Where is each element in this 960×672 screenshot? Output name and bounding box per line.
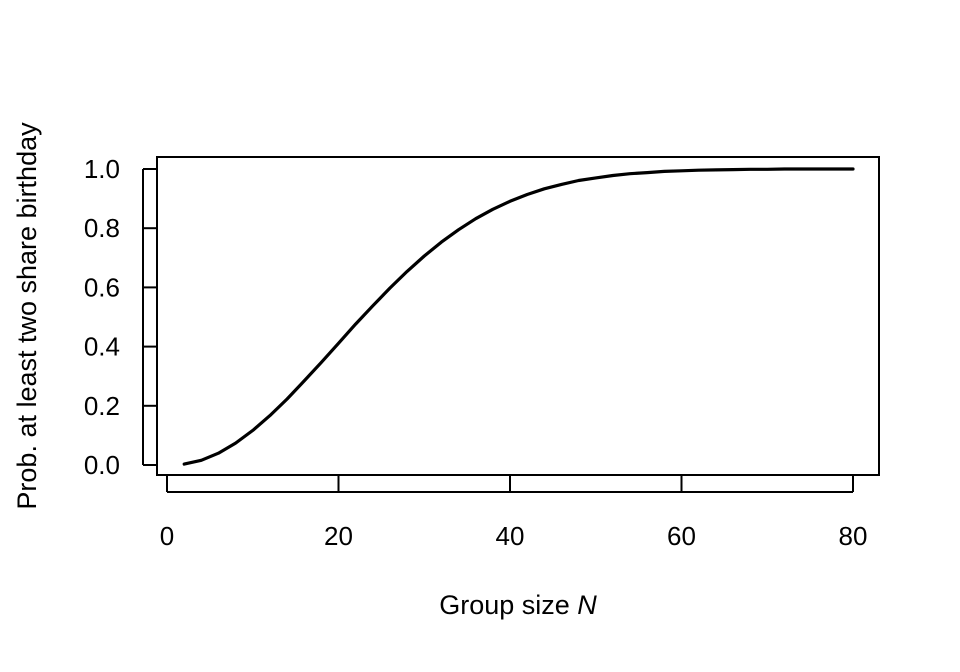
y-axis: 0.0 0.2 0.4 0.6 0.8 1.0 <box>84 154 157 480</box>
x-tick-label: 40 <box>496 521 525 551</box>
x-tick-label: 20 <box>324 521 353 551</box>
y-tick-label: 1.0 <box>84 154 120 184</box>
y-tick-label: 0.8 <box>84 213 120 243</box>
y-axis-title: Prob. at least two share birthday <box>12 122 42 510</box>
series-line <box>182 167 855 466</box>
plot-frame <box>156 156 880 476</box>
y-tick-label: 0.2 <box>84 391 120 421</box>
x-axis: 0 20 40 60 80 <box>160 476 868 551</box>
y-tick-label: 0.6 <box>84 272 120 302</box>
x-axis-title: Group size N <box>439 590 597 620</box>
x-tick-label: 0 <box>160 521 174 551</box>
y-tick-label: 0.4 <box>84 332 120 362</box>
y-tick-label: 0.0 <box>84 450 120 480</box>
x-tick-label: 60 <box>667 521 696 551</box>
x-tick-label: 80 <box>839 521 868 551</box>
series-group <box>182 167 855 466</box>
